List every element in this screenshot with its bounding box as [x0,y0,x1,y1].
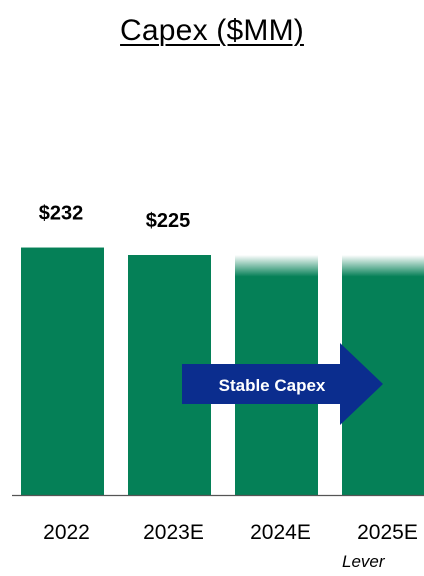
x-tick-label-2025E: 2025E [357,521,418,544]
data-label-2023E: $225 [146,210,191,232]
data-labels-layer: $232 $225 [39,203,191,232]
x-tick-label-2024E: 2024E [250,521,311,544]
stable-capex-annotation: Stable Capex [182,343,383,425]
x-tick-label-2022: 2022 [43,521,90,544]
data-label-2022: $232 [39,203,84,225]
stable-capex-arrow [182,343,383,425]
x-tick-label-2023E: 2023E [143,521,204,544]
stable-capex-label: Stable Capex [219,376,326,395]
chart-title: Capex ($MM) [120,14,304,47]
x-tick-labels-layer: 2022 2023E 2024E 2025E [43,521,418,544]
footnote-text: Lever [342,552,385,571]
bar-2022 [21,247,104,495]
